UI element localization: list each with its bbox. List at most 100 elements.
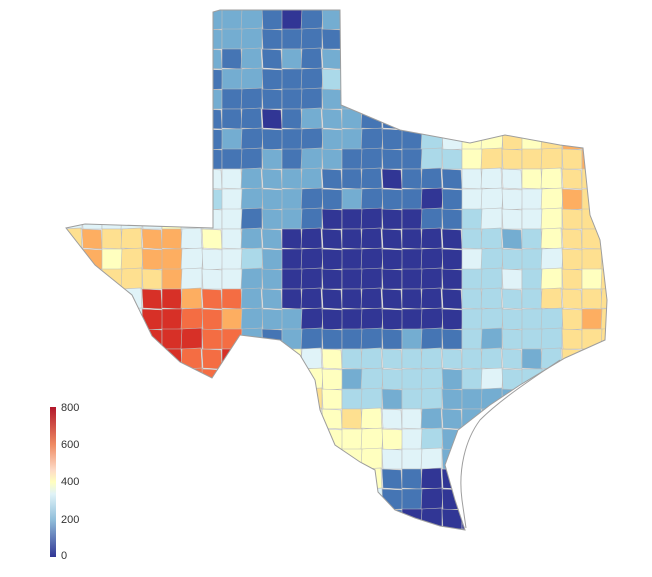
county-region	[240, 227, 263, 250]
county-region	[240, 187, 264, 211]
county-region	[261, 248, 284, 271]
county-region	[540, 287, 563, 310]
county-region	[180, 427, 204, 451]
county-region	[141, 248, 164, 271]
county-region	[600, 147, 607, 170]
county-region	[120, 107, 143, 130]
county-region	[141, 108, 163, 130]
county-region	[420, 347, 443, 370]
county-region	[521, 248, 544, 271]
county-region	[581, 10, 604, 31]
county-region	[501, 108, 523, 130]
county-region	[180, 507, 203, 530]
county-region	[180, 387, 203, 410]
county-region	[581, 368, 604, 391]
county-region	[420, 467, 443, 490]
county-region	[240, 127, 264, 151]
county-region	[381, 388, 403, 410]
county-region	[561, 48, 583, 70]
county-region	[161, 48, 183, 70]
county-region	[180, 187, 204, 211]
county-region	[221, 348, 243, 370]
county-region	[521, 288, 543, 310]
county-region	[381, 368, 404, 391]
county-region	[180, 227, 203, 250]
county-region	[341, 248, 364, 271]
county-region	[561, 428, 584, 451]
county-region	[141, 28, 163, 50]
county-region	[300, 10, 324, 31]
county-region	[561, 28, 583, 50]
county-region	[501, 188, 524, 211]
county-region	[540, 67, 564, 91]
county-region	[561, 288, 583, 310]
county-region	[420, 267, 443, 290]
county-region	[281, 268, 303, 290]
county-region	[221, 168, 243, 190]
county-region	[540, 527, 563, 530]
county-region	[420, 10, 444, 31]
county-region	[261, 10, 284, 31]
county-region	[581, 188, 604, 211]
county-region	[381, 208, 403, 230]
county-region	[161, 228, 183, 250]
county-region	[261, 308, 284, 331]
county-region	[401, 208, 423, 230]
county-region	[401, 228, 423, 250]
county-region	[480, 247, 504, 271]
county-region	[81, 28, 103, 50]
county-region	[360, 167, 383, 190]
county-region	[81, 88, 103, 110]
county-region	[101, 428, 124, 451]
county-region	[360, 207, 383, 230]
county-region	[441, 108, 463, 130]
county-region	[420, 187, 444, 211]
county-region	[101, 48, 123, 70]
county-region	[221, 208, 243, 230]
county-region	[321, 288, 343, 310]
county-region	[461, 328, 483, 350]
county-region	[240, 167, 263, 190]
county-region	[261, 468, 283, 490]
county-region	[300, 127, 324, 151]
county-region	[561, 208, 583, 230]
county-region	[120, 427, 144, 451]
legend-tick-600: 600	[61, 439, 80, 451]
county-region	[461, 488, 484, 511]
county-region	[461, 28, 483, 50]
county-region	[281, 128, 304, 151]
county-region	[600, 407, 607, 430]
county-region	[281, 108, 303, 130]
county-region	[101, 68, 124, 91]
county-region	[300, 507, 323, 530]
county-region	[581, 48, 603, 70]
county-region	[141, 408, 163, 430]
county-region	[461, 148, 483, 170]
county-region	[161, 128, 184, 151]
county-region	[81, 48, 103, 70]
county-region	[81, 448, 103, 470]
county-region	[321, 28, 343, 50]
county-region	[461, 248, 484, 271]
county-region	[240, 67, 264, 91]
county-region	[540, 87, 563, 110]
county-region	[281, 188, 304, 211]
county-region	[381, 528, 403, 530]
county-region	[261, 448, 283, 470]
county-region	[561, 148, 583, 170]
county-region	[401, 488, 424, 511]
county-region	[360, 247, 384, 271]
county-region	[341, 228, 363, 250]
county-region	[561, 10, 584, 31]
county-region	[321, 128, 344, 151]
county-region	[441, 328, 463, 350]
county-region	[300, 467, 323, 490]
county-region	[600, 467, 607, 490]
county-region	[300, 107, 323, 130]
county-region	[360, 407, 383, 430]
county-region	[201, 88, 223, 110]
county-region	[600, 327, 607, 350]
county-region	[420, 487, 444, 511]
county-region	[501, 468, 523, 490]
county-region	[261, 108, 283, 130]
